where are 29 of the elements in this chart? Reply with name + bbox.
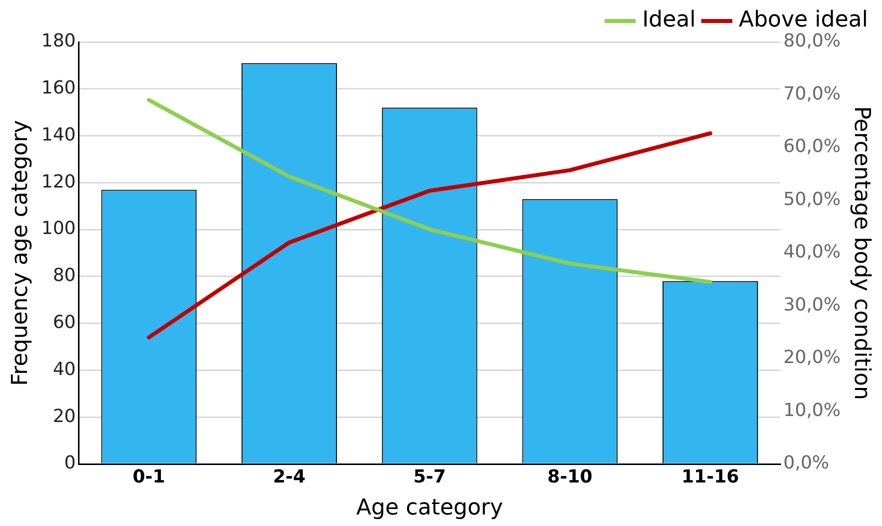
y2-tick-label: 40,0%	[783, 242, 841, 263]
y-tick-label: 180	[41, 30, 76, 52]
legend-label: Above ideal	[738, 8, 868, 33]
x-tick-label: 0-1	[132, 466, 166, 488]
y2-tick-label: 70,0%	[783, 83, 841, 104]
x-tick-label: 5-7	[413, 466, 446, 488]
y-tick-label: 140	[41, 124, 76, 146]
y-tick-label: 60	[52, 312, 76, 334]
y-tick-label: 160	[41, 78, 76, 99]
y2-tick-label: 50,0%	[783, 188, 841, 210]
x-axis-title: Age category	[356, 496, 503, 521]
y-tick-label: 80	[52, 265, 76, 286]
y2-tick-label: 20,0%	[783, 347, 841, 368]
y2-tick-label: 30,0%	[783, 294, 841, 316]
x-tick-label: 11-16	[681, 466, 740, 488]
y-tick-label: 40	[52, 358, 76, 380]
y-axis-title: Frequency age category	[8, 120, 33, 386]
y2-tick-label: 60,0%	[783, 136, 841, 158]
y2-tick-label: 80,0%	[783, 30, 841, 52]
y2-tick-label: 10,0%	[783, 400, 841, 421]
legend-label: Ideal	[642, 8, 696, 33]
y2-tick-label: 0,0%	[783, 452, 830, 474]
x-tick-label: 2-4	[272, 466, 306, 488]
y-tick-label: 100	[41, 218, 76, 240]
x-tick-label: 8-10	[547, 466, 592, 488]
y-tick-label: 120	[41, 171, 76, 192]
y-tick-label: 20	[52, 406, 76, 427]
y2-axis-title: Percentage body condition	[849, 106, 874, 400]
y-tick-label: 0	[64, 452, 76, 474]
